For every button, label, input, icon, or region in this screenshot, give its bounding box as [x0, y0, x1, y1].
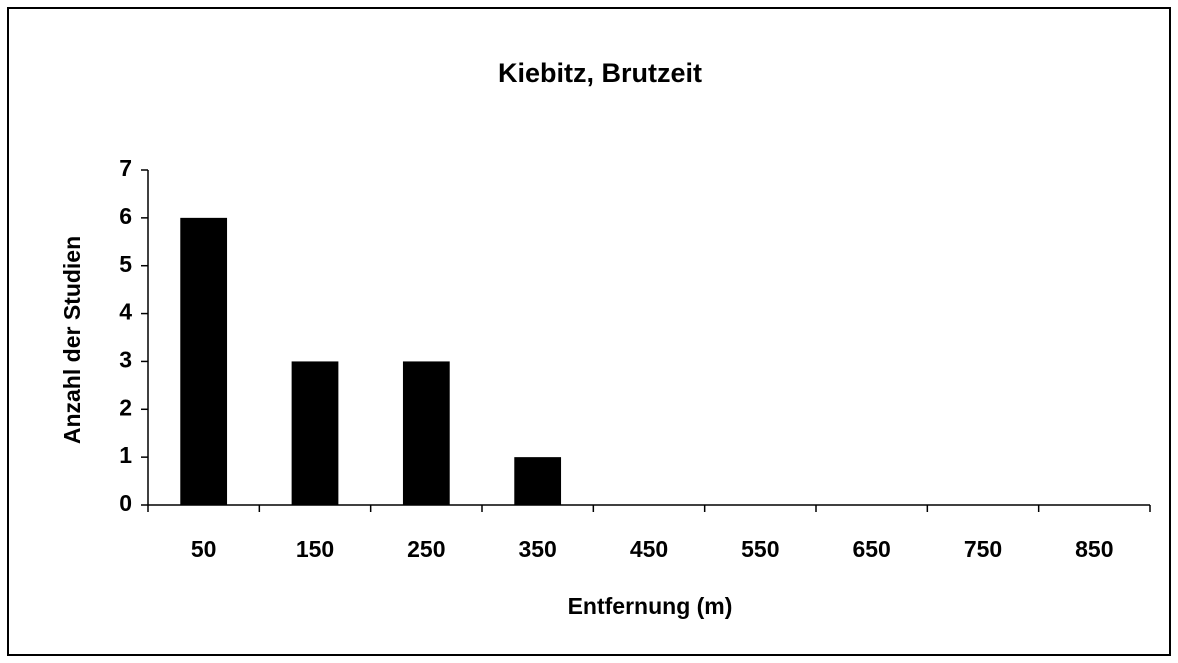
bar	[291, 361, 339, 505]
y-tick-label: 5	[119, 251, 132, 277]
chart-title: Kiebitz, Brutzeit	[498, 58, 702, 88]
bar	[180, 217, 228, 505]
x-tick-label: 350	[518, 536, 556, 562]
y-tick-label: 6	[119, 203, 132, 229]
bar	[402, 361, 450, 505]
x-tick-label: 150	[296, 536, 334, 562]
y-axis-label: Anzahl der Studien	[59, 236, 85, 444]
y-tick-label: 0	[119, 490, 132, 516]
x-tick-label: 550	[741, 536, 779, 562]
y-tick-label: 1	[119, 442, 132, 468]
x-tick-label: 650	[852, 536, 890, 562]
y-tick-label: 3	[119, 347, 132, 373]
y-tick-label: 2	[119, 394, 132, 420]
x-tick-label: 750	[964, 536, 1002, 562]
y-tick-label: 4	[119, 299, 132, 325]
x-axis-label: Entfernung (m)	[568, 593, 733, 619]
x-tick-label: 50	[191, 536, 217, 562]
x-tick-label: 850	[1075, 536, 1113, 562]
bar	[514, 457, 562, 505]
y-tick-label: 7	[119, 155, 132, 181]
x-tick-label: 450	[630, 536, 668, 562]
x-tick-label: 250	[407, 536, 445, 562]
